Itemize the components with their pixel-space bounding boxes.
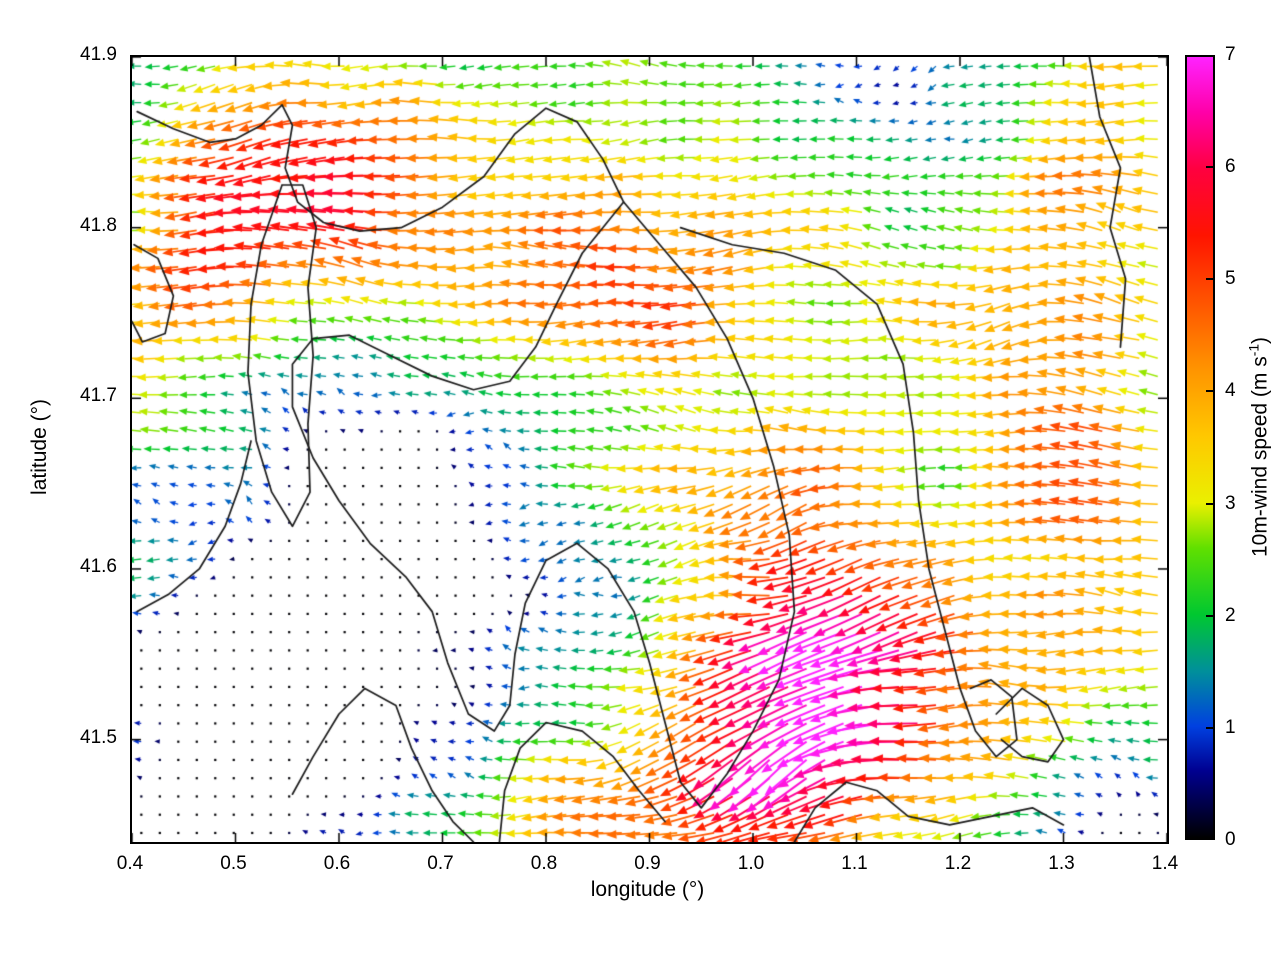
colorbar [1185, 55, 1215, 840]
x-tick-label: 0.4 [116, 853, 144, 874]
x-tick-label: 0.7 [427, 853, 454, 874]
x-tick-label: 0.6 [323, 853, 351, 874]
y-tick-label: 41.9 [80, 44, 117, 65]
colorbar-tick-mark [1206, 166, 1213, 169]
colorbar-tick-label: 2 [1225, 604, 1236, 626]
x-tick-label: 1.4 [1151, 853, 1179, 874]
colorbar-label-close: ) [1248, 336, 1272, 344]
quiver-canvas [132, 57, 1167, 842]
plot-area [130, 55, 1169, 844]
x-tick-label: 1.0 [737, 853, 765, 874]
x-tick-label: 0.5 [220, 853, 247, 874]
x-tick-label: 1.2 [944, 853, 972, 874]
y-axis-label: latitude (°) [28, 399, 51, 495]
colorbar-label: 10m-wind speed (m s-1) [1246, 337, 1273, 557]
x-tick-label: 1.3 [1048, 853, 1075, 874]
y-tick-label: 41.6 [80, 555, 117, 577]
x-tick-label: 0.8 [530, 853, 558, 874]
colorbar-tick-mark [1206, 390, 1213, 393]
x-axis-label: longitude (°) [590, 878, 705, 901]
y-tick-label: 41.7 [80, 385, 117, 407]
colorbar-tick-mark [1206, 726, 1213, 729]
x-tick-label: 1.1 [841, 853, 868, 874]
y-tick-label: 41.5 [80, 726, 117, 748]
colorbar-tick-mark [1206, 502, 1213, 505]
colorbar-label-text: 10m-wind speed (m s [1248, 356, 1272, 558]
colorbar-label-superscript: -1 [1245, 343, 1262, 357]
colorbar-tick-mark [1206, 614, 1213, 617]
colorbar-tick-label: 1 [1225, 716, 1236, 738]
colorbar-tick-label: 0 [1225, 829, 1236, 850]
y-tick-label: 41.8 [80, 214, 117, 236]
colorbar-tick-label: 6 [1225, 156, 1236, 178]
colorbar-tick-mark [1206, 278, 1213, 281]
colorbar-tick-label: 5 [1225, 268, 1236, 290]
colorbar-tick-label: 4 [1225, 380, 1236, 402]
colorbar-tick-label: 7 [1225, 44, 1236, 65]
colorbar-tick-label: 3 [1225, 492, 1236, 514]
x-tick-label: 0.9 [634, 853, 661, 874]
